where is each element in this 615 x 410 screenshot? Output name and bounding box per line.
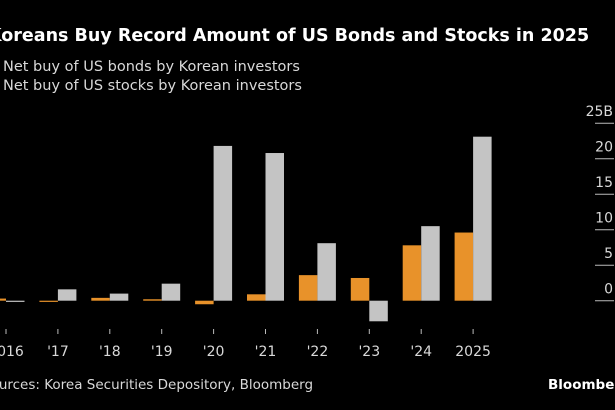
chart-title: Koreans Buy Record Amount of US Bonds an… bbox=[0, 26, 590, 46]
bar-stocks bbox=[369, 300, 388, 322]
legend-item-stocks: Net buy of US stocks by Korean investors bbox=[0, 78, 302, 94]
x-tick-label: '19 bbox=[151, 344, 173, 360]
bar-stocks bbox=[473, 136, 492, 301]
bar-bonds bbox=[402, 245, 422, 301]
legend-item-bonds: Net buy of US bonds by Korean investors bbox=[0, 59, 300, 75]
y-tick-label: 10 bbox=[595, 211, 613, 227]
bar-bonds bbox=[39, 300, 58, 302]
x-tick-label: '23 bbox=[358, 344, 380, 360]
bar-stocks bbox=[421, 226, 440, 301]
y-tick-label: 5 bbox=[604, 246, 613, 262]
bar-bonds bbox=[298, 275, 318, 301]
bloomberg-logo: Bloomberg bbox=[548, 377, 615, 393]
y-tick-label: 25B bbox=[586, 104, 613, 120]
bar-bonds bbox=[350, 277, 370, 301]
y-tick-label: 0 bbox=[604, 282, 613, 298]
x-tick-label: '18 bbox=[99, 344, 121, 360]
x-tick-label: 2025 bbox=[455, 344, 491, 360]
x-tick-label: '21 bbox=[255, 344, 277, 360]
bar-bonds bbox=[0, 298, 6, 301]
bar-bonds bbox=[91, 297, 110, 301]
bar-bonds bbox=[247, 294, 266, 301]
x-tick-label: 2016 bbox=[0, 344, 24, 360]
source-note: Sources: Korea Securities Depository, Bl… bbox=[0, 377, 314, 393]
x-tick-label: '20 bbox=[203, 344, 225, 360]
bar-stocks bbox=[213, 145, 233, 301]
bar-stocks bbox=[6, 300, 25, 302]
legend-label-bonds: Net buy of US bonds by Korean investors bbox=[3, 59, 300, 75]
bar-stocks bbox=[317, 243, 336, 301]
bar-bonds bbox=[143, 299, 162, 301]
y-tick-label: 20 bbox=[595, 140, 613, 156]
bar-bonds bbox=[454, 232, 474, 301]
x-tick-label: '24 bbox=[410, 344, 432, 360]
bar-stocks bbox=[57, 289, 77, 301]
bar-stocks bbox=[109, 293, 129, 301]
bar-stocks bbox=[161, 283, 181, 301]
x-tick-label: '22 bbox=[307, 344, 329, 360]
y-tick-label: 15 bbox=[595, 175, 613, 191]
bar-stocks bbox=[265, 153, 284, 301]
legend-label-stocks: Net buy of US stocks by Korean investors bbox=[3, 78, 302, 94]
bar-bonds bbox=[195, 300, 214, 305]
x-tick-label: '17 bbox=[47, 344, 69, 360]
